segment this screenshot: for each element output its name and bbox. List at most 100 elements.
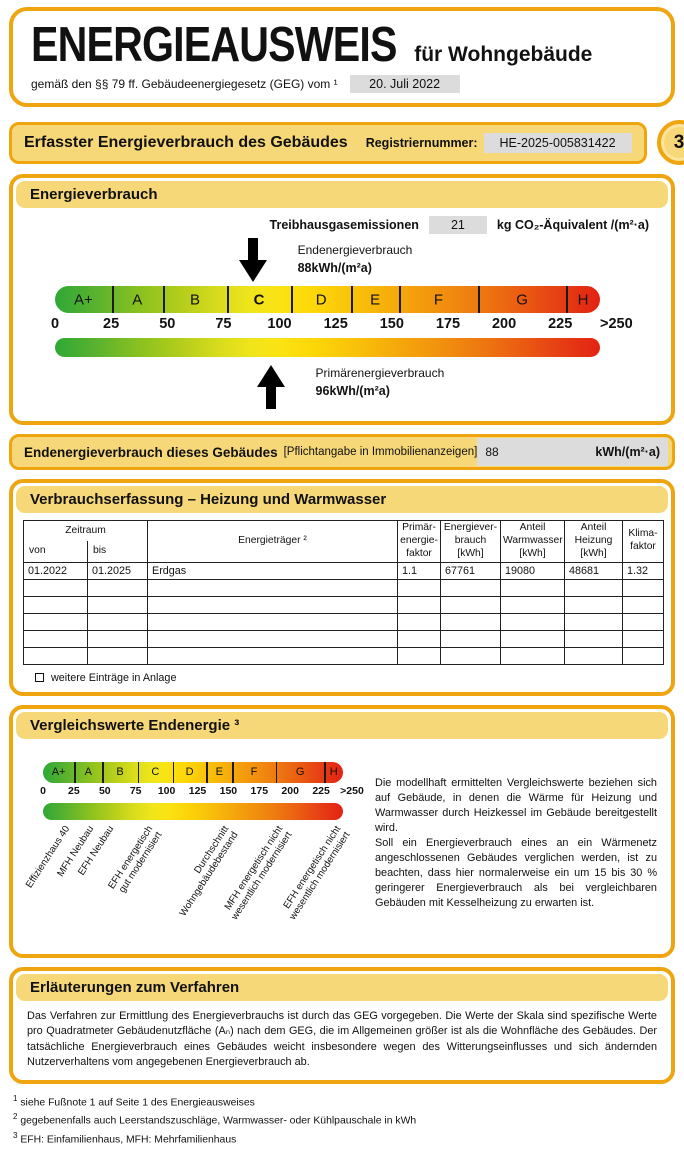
class-label-h: H xyxy=(329,766,338,779)
tick-label: 125 xyxy=(188,784,207,797)
table-cell xyxy=(564,646,623,665)
table-cell: 19080 xyxy=(500,561,565,580)
section-title-vergleichswerte: Vergleichswerte Endenergie ³ xyxy=(16,711,668,739)
table-cell xyxy=(87,646,148,665)
table-cell: Erdgas xyxy=(147,561,398,580)
table-cell xyxy=(87,629,148,648)
tick-label: 25 xyxy=(103,316,120,332)
table-cell xyxy=(87,612,148,631)
class-divider xyxy=(102,761,104,783)
class-label-c: C xyxy=(253,291,265,308)
table-row-empty xyxy=(23,646,664,665)
page-number: 3 xyxy=(673,131,684,153)
table-cell xyxy=(147,612,398,631)
table-cell xyxy=(397,612,441,631)
class-label-e: E xyxy=(215,766,223,779)
table-cell: 48681 xyxy=(564,561,623,580)
explanation-text: Das Verfahren zur Ermittlung des Energie… xyxy=(27,1009,657,1069)
table-cell xyxy=(622,595,664,614)
table-cell xyxy=(500,646,565,665)
table-cell xyxy=(440,612,501,631)
table-cell xyxy=(397,578,441,597)
class-divider xyxy=(206,761,208,783)
consumption-table-wrap: Zeitraum Energieträger ² Primär- energie… xyxy=(13,516,671,692)
section-banner: Erfasster Energieverbrauch des Gebäudes … xyxy=(9,121,647,164)
class-divider xyxy=(227,286,230,313)
table-cell xyxy=(500,612,565,631)
ghg-value-field: 21 xyxy=(428,216,487,234)
end-energy-value-field: 88 kWh/(m²·a) xyxy=(477,438,668,466)
tick-label: >250 xyxy=(340,784,364,797)
table-cell xyxy=(397,646,441,665)
tick-label: 100 xyxy=(267,316,292,332)
tick-label: 225 xyxy=(312,784,330,797)
end-energy-value: 88kWh/(m²a) xyxy=(297,261,372,276)
tick-label: 200 xyxy=(281,784,299,797)
class-label-a: A xyxy=(84,766,92,779)
table-cell: 1.1 xyxy=(397,561,441,580)
footnote-marker: 1 xyxy=(13,1093,18,1103)
table-cell xyxy=(500,578,565,597)
section-title-erlaeuterungen: Erläuterungen zum Verfahren xyxy=(16,973,668,1001)
more-entries-checkbox[interactable] xyxy=(35,673,44,683)
end-energy-bar: Endenergieverbrauch dieses Gebäudes [Pfl… xyxy=(9,434,675,470)
table-cell xyxy=(564,595,623,614)
banner-row: Erfasster Energieverbrauch des Gebäudes … xyxy=(9,120,684,165)
tick-label: 150 xyxy=(219,784,238,797)
tick-label: 175 xyxy=(250,784,269,797)
comparison-class-bar: A+ A B C D E F G H xyxy=(43,761,343,783)
table-cell xyxy=(23,595,88,614)
table-row: 01.2022 01.2025 Erdgas 1.1 67761 19080 48681 1.… xyxy=(23,561,664,580)
section-title-verbrauchserfassung: Verbrauchserfassung – Heizung und Warmwa… xyxy=(16,486,668,513)
class-label-c: C xyxy=(151,766,160,779)
explanation-box: Erläuterungen zum Verfahren Das Verfahre… xyxy=(9,966,675,1084)
col-header-energietraeger: Energieträger ² xyxy=(147,520,398,563)
class-label-d: D xyxy=(315,291,327,308)
table-cell xyxy=(23,646,88,665)
tick-label: 100 xyxy=(157,784,176,797)
table-cell: 1.32 xyxy=(622,561,664,580)
table-cell xyxy=(397,595,441,614)
class-divider xyxy=(172,761,175,783)
tick-label: 25 xyxy=(68,784,80,797)
table-row-empty xyxy=(23,595,664,614)
document-title: ENERGIEAUSWEIS xyxy=(31,18,397,72)
down-arrow-icon xyxy=(238,238,267,282)
law-reference-text: gemäß den §§ 79 ff. Gebäudeenergiegesetz… xyxy=(31,77,338,91)
tick-label: 50 xyxy=(159,316,176,332)
class-divider xyxy=(137,761,140,783)
primary-energy-arrow-row: Primärenergieverbrauch 96kWh/(m²a) xyxy=(55,357,600,413)
document-subtitle: für Wohngebäude xyxy=(414,43,593,66)
primary-energy-label: Primärenergieverbrauch xyxy=(315,366,445,380)
end-energy-bar-unit: kWh/(m²·a) xyxy=(595,445,660,459)
page-number-badge: 3 xyxy=(656,120,684,165)
table-cell: 01.2025 xyxy=(87,561,148,580)
col-header-pef: Primär- energie- faktor xyxy=(397,520,441,563)
tick-label: >250 xyxy=(600,316,633,332)
comparison-paragraph: Soll ein Energieverbrauch eines an ein W… xyxy=(375,836,657,909)
ghg-label: Treibhausgasemissionen xyxy=(269,218,419,232)
registration-number-label: Registriernummer: xyxy=(365,135,478,150)
header-box: ENERGIEAUSWEIS für Wohngebäude gemäß den… xyxy=(9,7,675,107)
footnote-marker: 2 xyxy=(13,1112,18,1122)
footnote-line: 1 siehe Fußnote 1 auf Seite 1 des Energi… xyxy=(13,1093,255,1108)
class-divider xyxy=(398,286,401,313)
banner-title: Erfasster Energieverbrauch des Gebäudes xyxy=(24,133,348,151)
class-divider xyxy=(324,761,326,783)
col-header-von: von xyxy=(23,541,88,563)
table-cell xyxy=(397,629,441,648)
tick-label: 225 xyxy=(548,316,573,332)
table-cell xyxy=(622,612,664,631)
tick-label: 150 xyxy=(379,316,404,332)
more-entries-label: weitere Einträge in Anlage xyxy=(51,671,177,684)
tick-label: 50 xyxy=(98,784,111,797)
table-cell xyxy=(147,629,398,648)
table-cell xyxy=(23,578,88,597)
table-cell xyxy=(23,612,88,631)
tick-label: 75 xyxy=(215,316,232,332)
col-header-warmwasser: Anteil Warmwasser [kWh] xyxy=(500,520,565,563)
primary-energy-value: 96kWh/(m²a) xyxy=(315,384,390,399)
registration-number-field: HE-2025-005831422 xyxy=(483,132,632,153)
end-energy-label: Endenergieverbrauch xyxy=(297,243,413,257)
table-cell xyxy=(147,595,398,614)
